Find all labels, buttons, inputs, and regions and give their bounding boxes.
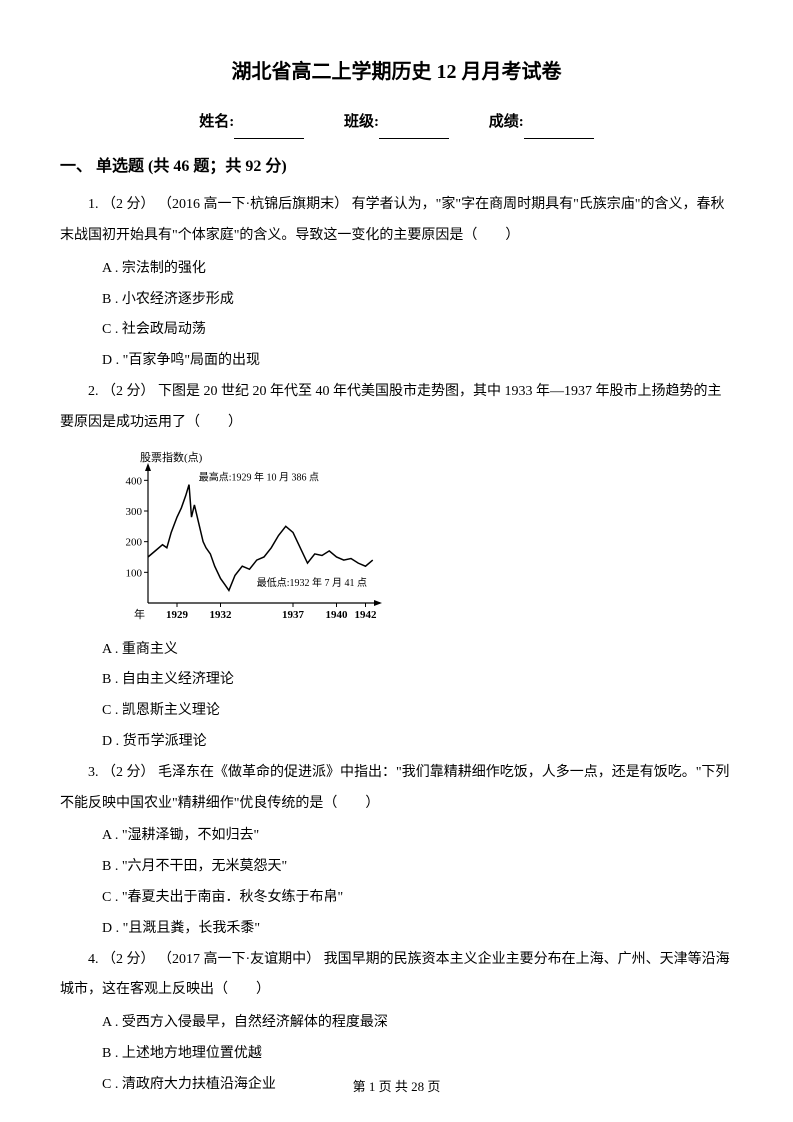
question-1-option-d: D . "百家争鸣"局面的出现 [60, 346, 733, 377]
question-1-option-b: B . 小农经济逐步形成 [60, 285, 733, 316]
svg-text:最高点:1929 年 10 月 386 点: 最高点:1929 年 10 月 386 点 [199, 470, 319, 483]
question-1-option-c: C . 社会政局动荡 [60, 315, 733, 346]
class-label: 班级: [344, 114, 379, 130]
question-2-option-a: A . 重商主义 [60, 635, 733, 666]
question-2-option-c: C . 凯恩斯主义理论 [60, 696, 733, 727]
svg-text:100: 100 [126, 567, 143, 579]
question-3-option-a: A . "湿耕泽锄，不如归去" [60, 821, 733, 852]
question-2-option-b: B . 自由主义经济理论 [60, 665, 733, 696]
question-4-stem: 4. （2 分） （2017 高一下·友谊期中） 我国早期的民族资本主义企业主要… [60, 945, 733, 1007]
student-info-line: 姓名: 班级: 成绩: [60, 106, 733, 139]
svg-text:股票指数(点): 股票指数(点) [140, 450, 203, 464]
question-4-option-b: B . 上述地方地理位置优越 [60, 1039, 733, 1070]
stock-chart: 股票指数(点) 100 200 300 400 1929 1932 1937 1940 1942 年… [110, 447, 390, 627]
svg-text:1940: 1940 [326, 609, 349, 621]
svg-text:400: 400 [126, 475, 143, 487]
question-3-option-c: C . "春夏夫出于南亩．秋冬女练于布帛" [60, 883, 733, 914]
name-blank [234, 123, 304, 139]
svg-text:300: 300 [126, 506, 143, 518]
question-3-option-b: B . "六月不干田，无米莫怨天" [60, 852, 733, 883]
page-footer: 第 1 页 共 28 页 [0, 1073, 793, 1102]
exam-title: 湖北省高二上学期历史 12 月月考试卷 [60, 50, 733, 94]
svg-text:年: 年 [134, 607, 145, 621]
svg-text:1932: 1932 [210, 609, 233, 621]
question-4-option-a: A . 受西方入侵最早，自然经济解体的程度最深 [60, 1008, 733, 1039]
stock-chart-svg: 股票指数(点) 100 200 300 400 1929 1932 1937 1940 1942 年… [110, 447, 390, 627]
score-field: 成绩: [489, 106, 594, 139]
name-field: 姓名: [199, 106, 304, 139]
svg-text:最低点:1932 年 7 月 41 点: 最低点:1932 年 7 月 41 点 [257, 576, 367, 589]
question-3-stem: 3. （2 分） 毛泽东在《做革命的促进派》中指出："我们靠精耕细作吃饭，人多一… [60, 758, 733, 820]
class-blank [379, 123, 449, 139]
class-field: 班级: [344, 106, 449, 139]
question-3-option-d: D . "且溉且粪，长我禾黍" [60, 914, 733, 945]
svg-text:1937: 1937 [282, 609, 305, 621]
section-header: 一、 单选题 (共 46 题；共 92 分) [60, 149, 733, 184]
svg-text:1929: 1929 [166, 609, 189, 621]
score-blank [524, 123, 594, 139]
svg-text:1942: 1942 [355, 609, 378, 621]
svg-text:200: 200 [126, 536, 143, 548]
name-label: 姓名: [199, 114, 234, 130]
question-2-option-d: D . 货币学派理论 [60, 727, 733, 758]
question-1-stem: 1. （2 分） （2016 高一下·杭锦后旗期末） 有学者认为，"家"字在商周… [60, 190, 733, 252]
question-1-option-a: A . 宗法制的强化 [60, 254, 733, 285]
question-2-stem: 2. （2 分） 下图是 20 世纪 20 年代至 40 年代美国股市走势图，其… [60, 377, 733, 439]
score-label: 成绩: [489, 114, 524, 130]
